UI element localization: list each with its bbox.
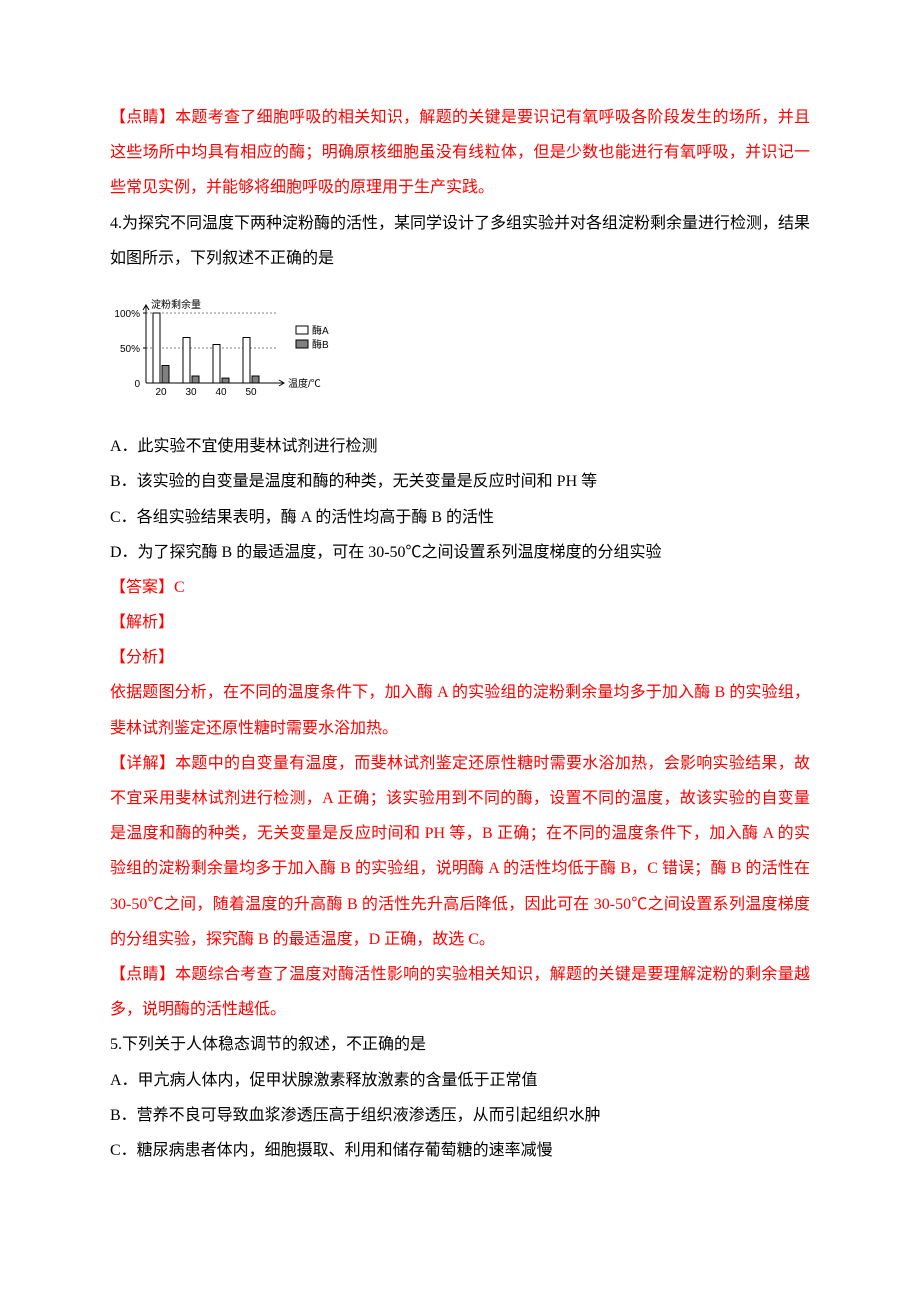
- q4-option-a: A．此实验不宜使用斐林试剂进行检测: [110, 429, 810, 464]
- q4-jiexi-label: 【解析】: [110, 605, 810, 640]
- q5-option-c: C．糖尿病患者体内，细胞摄取、利用和储存葡萄糖的速率减慢: [110, 1133, 810, 1168]
- q4-option-c: C．各组实验结果表明，酶 A 的活性均高于酶 B 的活性: [110, 500, 810, 535]
- svg-text:酶B: 酶B: [312, 338, 329, 351]
- q5-option-a: A．甲亢病人体内，促甲状腺激素释放激素的含量低于正常值: [110, 1063, 810, 1098]
- svg-text:0: 0: [134, 379, 140, 390]
- svg-text:温度/℃: 温度/℃: [288, 377, 321, 390]
- q4-dianjing: 【点睛】本题综合考查了温度对酶活性影响的实验相关知识，解题的关键是要理解淀粉的剩…: [110, 957, 810, 1027]
- q4-option-b: B．该实验的自变量是温度和酶的种类，无关变量是反应时间和 PH 等: [110, 464, 810, 499]
- q5-option-b: B．营养不良可导致血浆渗透压高于组织液渗透压，从而引起组织水肿: [110, 1098, 810, 1133]
- svg-text:20: 20: [155, 387, 167, 398]
- q4-fenxi: 依据题图分析，在不同的温度条件下，加入酶 A 的实验组的淀粉剩余量均多于加入酶 …: [110, 675, 810, 745]
- svg-text:30: 30: [185, 387, 197, 398]
- svg-text:酶A: 酶A: [312, 324, 329, 337]
- q4-fenxi-label: 【分析】: [110, 640, 810, 675]
- q4-xiangjie: 【详解】本题中的自变量有温度，而斐林试剂鉴定还原性糖时需要水浴加热，会影响实验结…: [110, 746, 810, 957]
- q4-stem: 4.为探究不同温度下两种淀粉酶的活性，某同学设计了多组实验并对各组淀粉剩余量进行…: [110, 206, 810, 276]
- q4-answer: 【答案】C: [110, 570, 810, 605]
- svg-text:100%: 100%: [114, 309, 140, 320]
- svg-text:50: 50: [245, 387, 257, 398]
- svg-text:50%: 50%: [120, 344, 140, 355]
- prev-dianjing: 【点睛】本题考查了细胞呼吸的相关知识，解题的关键是要识记有氧呼吸各阶段发生的场所…: [110, 100, 810, 206]
- svg-text:40: 40: [215, 387, 227, 398]
- q4-chart: 淀粉剩余量 50% 100% 0 温度/℃ 20 30 40 50 酶A酶B: [110, 288, 810, 411]
- svg-text:淀粉剩余量: 淀粉剩余量: [151, 298, 201, 311]
- q5-stem: 5.下列关于人体稳态调节的叙述，不正确的是: [110, 1027, 810, 1062]
- q4-option-d: D．为了探究酶 B 的最适温度，可在 30-50℃之间设置系列温度梯度的分组实验: [110, 535, 810, 570]
